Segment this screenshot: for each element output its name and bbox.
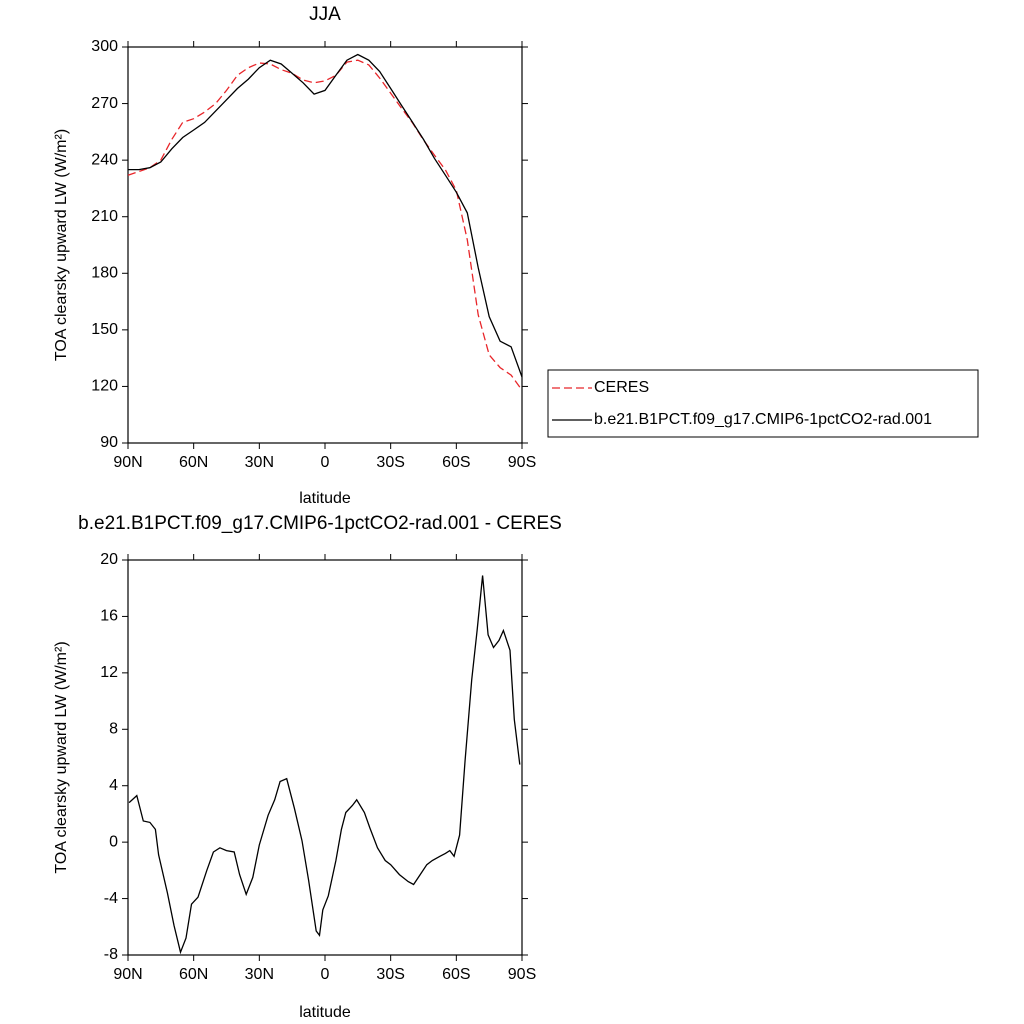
x-tick-label: 60S — [442, 454, 470, 471]
y-tick-label: 20 — [100, 551, 118, 568]
data-line — [128, 575, 521, 955]
data-line — [127, 59, 523, 391]
x-axis-label: latitude — [299, 1004, 351, 1021]
x-tick-label: 90S — [508, 454, 536, 471]
y-tick-label: 12 — [100, 664, 118, 681]
y-tick-label: 90 — [100, 434, 118, 451]
x-tick-label: 90N — [113, 966, 142, 983]
chart-title: b.e21.B1PCT.f09_g17.CMIP6-1pctCO2-rad.00… — [78, 513, 562, 534]
x-tick-label: 30N — [245, 966, 274, 983]
plot-frame — [127, 559, 523, 956]
x-tick-label: 90N — [113, 454, 142, 471]
y-tick-label: -4 — [104, 890, 118, 907]
x-tick-label: 60N — [179, 966, 208, 983]
y-tick-label: 150 — [91, 321, 118, 338]
y-tick-label: 180 — [91, 265, 118, 282]
y-tick-label: 270 — [91, 95, 118, 112]
plot-frame — [127, 46, 523, 444]
x-tick-label: 60S — [442, 966, 470, 983]
x-tick-label: 60N — [179, 454, 208, 471]
y-tick-label: 300 — [91, 38, 118, 55]
x-tick-label: 30N — [245, 454, 274, 471]
y-tick-label: 240 — [91, 151, 118, 168]
x-tick-label: 90S — [508, 966, 536, 983]
x-tick-label: 0 — [321, 966, 330, 983]
y-axis-label: TOA clearsky upward LW (W/m²) — [53, 129, 70, 361]
x-tick-label: 30S — [376, 454, 404, 471]
x-tick-label: 30S — [376, 966, 404, 983]
y-tick-label: 0 — [109, 833, 118, 850]
legend-box — [547, 369, 979, 438]
y-tick-label: 4 — [109, 777, 118, 794]
x-axis-label: latitude — [299, 490, 351, 507]
legend-label: b.e21.B1PCT.f09_g17.CMIP6-1pctCO2-rad.00… — [594, 411, 932, 428]
y-axis-label: TOA clearsky upward LW (W/m²) — [53, 641, 70, 873]
y-tick-label: -8 — [104, 946, 118, 963]
y-tick-label: 120 — [91, 378, 118, 395]
x-tick-label: 0 — [321, 454, 330, 471]
y-tick-label: 8 — [109, 721, 118, 738]
y-tick-label: 210 — [91, 208, 118, 225]
y-tick-label: 16 — [100, 608, 118, 625]
data-line — [128, 53, 523, 378]
chart-title: JJA — [309, 4, 341, 25]
legend-label: CERES — [594, 379, 649, 396]
